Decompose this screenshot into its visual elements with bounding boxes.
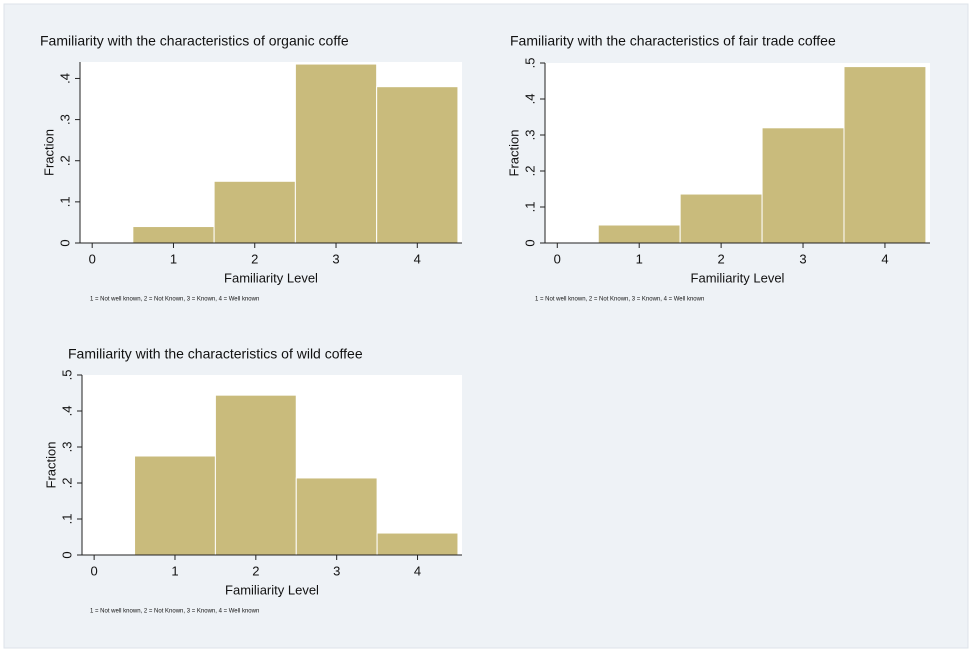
- y-tick-label: .3: [59, 442, 74, 453]
- y-tick-label: 0: [57, 239, 72, 246]
- x-tick-label: 3: [799, 251, 806, 266]
- x-tick-label: 1: [636, 251, 643, 266]
- y-axis-label: Fraction: [41, 129, 56, 176]
- x-tick-label: 2: [717, 251, 724, 266]
- y-tick-label: .3: [522, 130, 537, 141]
- y-tick-label: .4: [57, 73, 72, 84]
- x-tick-label: 0: [554, 251, 561, 266]
- y-tick-label: .1: [59, 514, 74, 525]
- y-axis-label: Fraction: [506, 130, 521, 177]
- y-tick-label: .4: [59, 406, 74, 417]
- note: 1 = Not well known, 2 = Not Known, 3 = K…: [90, 609, 259, 615]
- y-tick-label: .3: [57, 114, 72, 125]
- x-axis-label: Familiarity Level: [225, 582, 319, 597]
- note: 1 = Not well known, 2 = Not Known, 3 = K…: [90, 297, 259, 303]
- chart-title: Familiarity with the characteristics of …: [510, 33, 836, 49]
- y-tick-label: 0: [59, 551, 74, 558]
- x-tick-label: 4: [414, 251, 421, 266]
- bar: [376, 532, 459, 556]
- y-tick-label: .2: [522, 166, 537, 177]
- bar: [213, 180, 296, 244]
- note: 1 = Not well known, 2 = Not Known, 3 = K…: [535, 297, 704, 303]
- bar: [679, 193, 763, 244]
- bar: [134, 455, 216, 556]
- y-tick-label: 0: [522, 239, 537, 246]
- x-tick-label: 3: [332, 251, 339, 266]
- x-tick-label: 4: [414, 563, 421, 578]
- bar: [295, 477, 378, 556]
- bar: [761, 127, 845, 244]
- y-tick-label: .2: [59, 478, 74, 489]
- y-tick-label: .5: [59, 370, 74, 381]
- y-tick-label: .4: [522, 94, 537, 105]
- y-tick-label: .1: [522, 202, 537, 213]
- x-tick-label: 1: [171, 563, 178, 578]
- bar: [597, 224, 681, 244]
- bar: [294, 63, 378, 244]
- x-tick-label: 3: [333, 563, 340, 578]
- x-tick-label: 4: [881, 251, 888, 266]
- x-tick-label: 2: [251, 251, 258, 266]
- bar: [132, 226, 215, 244]
- x-tick-label: 0: [91, 563, 98, 578]
- bar: [376, 86, 459, 244]
- y-tick-label: .5: [522, 58, 537, 69]
- y-tick-label: .1: [57, 196, 72, 207]
- x-axis-label: Familiarity Level: [691, 270, 785, 285]
- x-tick-label: 0: [89, 251, 96, 266]
- chart-title: Familiarity with the characteristics of …: [40, 33, 349, 49]
- bar: [843, 66, 927, 244]
- bar: [214, 394, 297, 556]
- x-tick-label: 1: [170, 251, 177, 266]
- x-axis-label: Familiarity Level: [224, 270, 318, 285]
- chart-title: Familiarity with the characteristics of …: [68, 346, 363, 362]
- y-tick-label: .2: [57, 155, 72, 166]
- x-tick-label: 2: [252, 563, 259, 578]
- y-axis-label: Fraction: [43, 442, 58, 489]
